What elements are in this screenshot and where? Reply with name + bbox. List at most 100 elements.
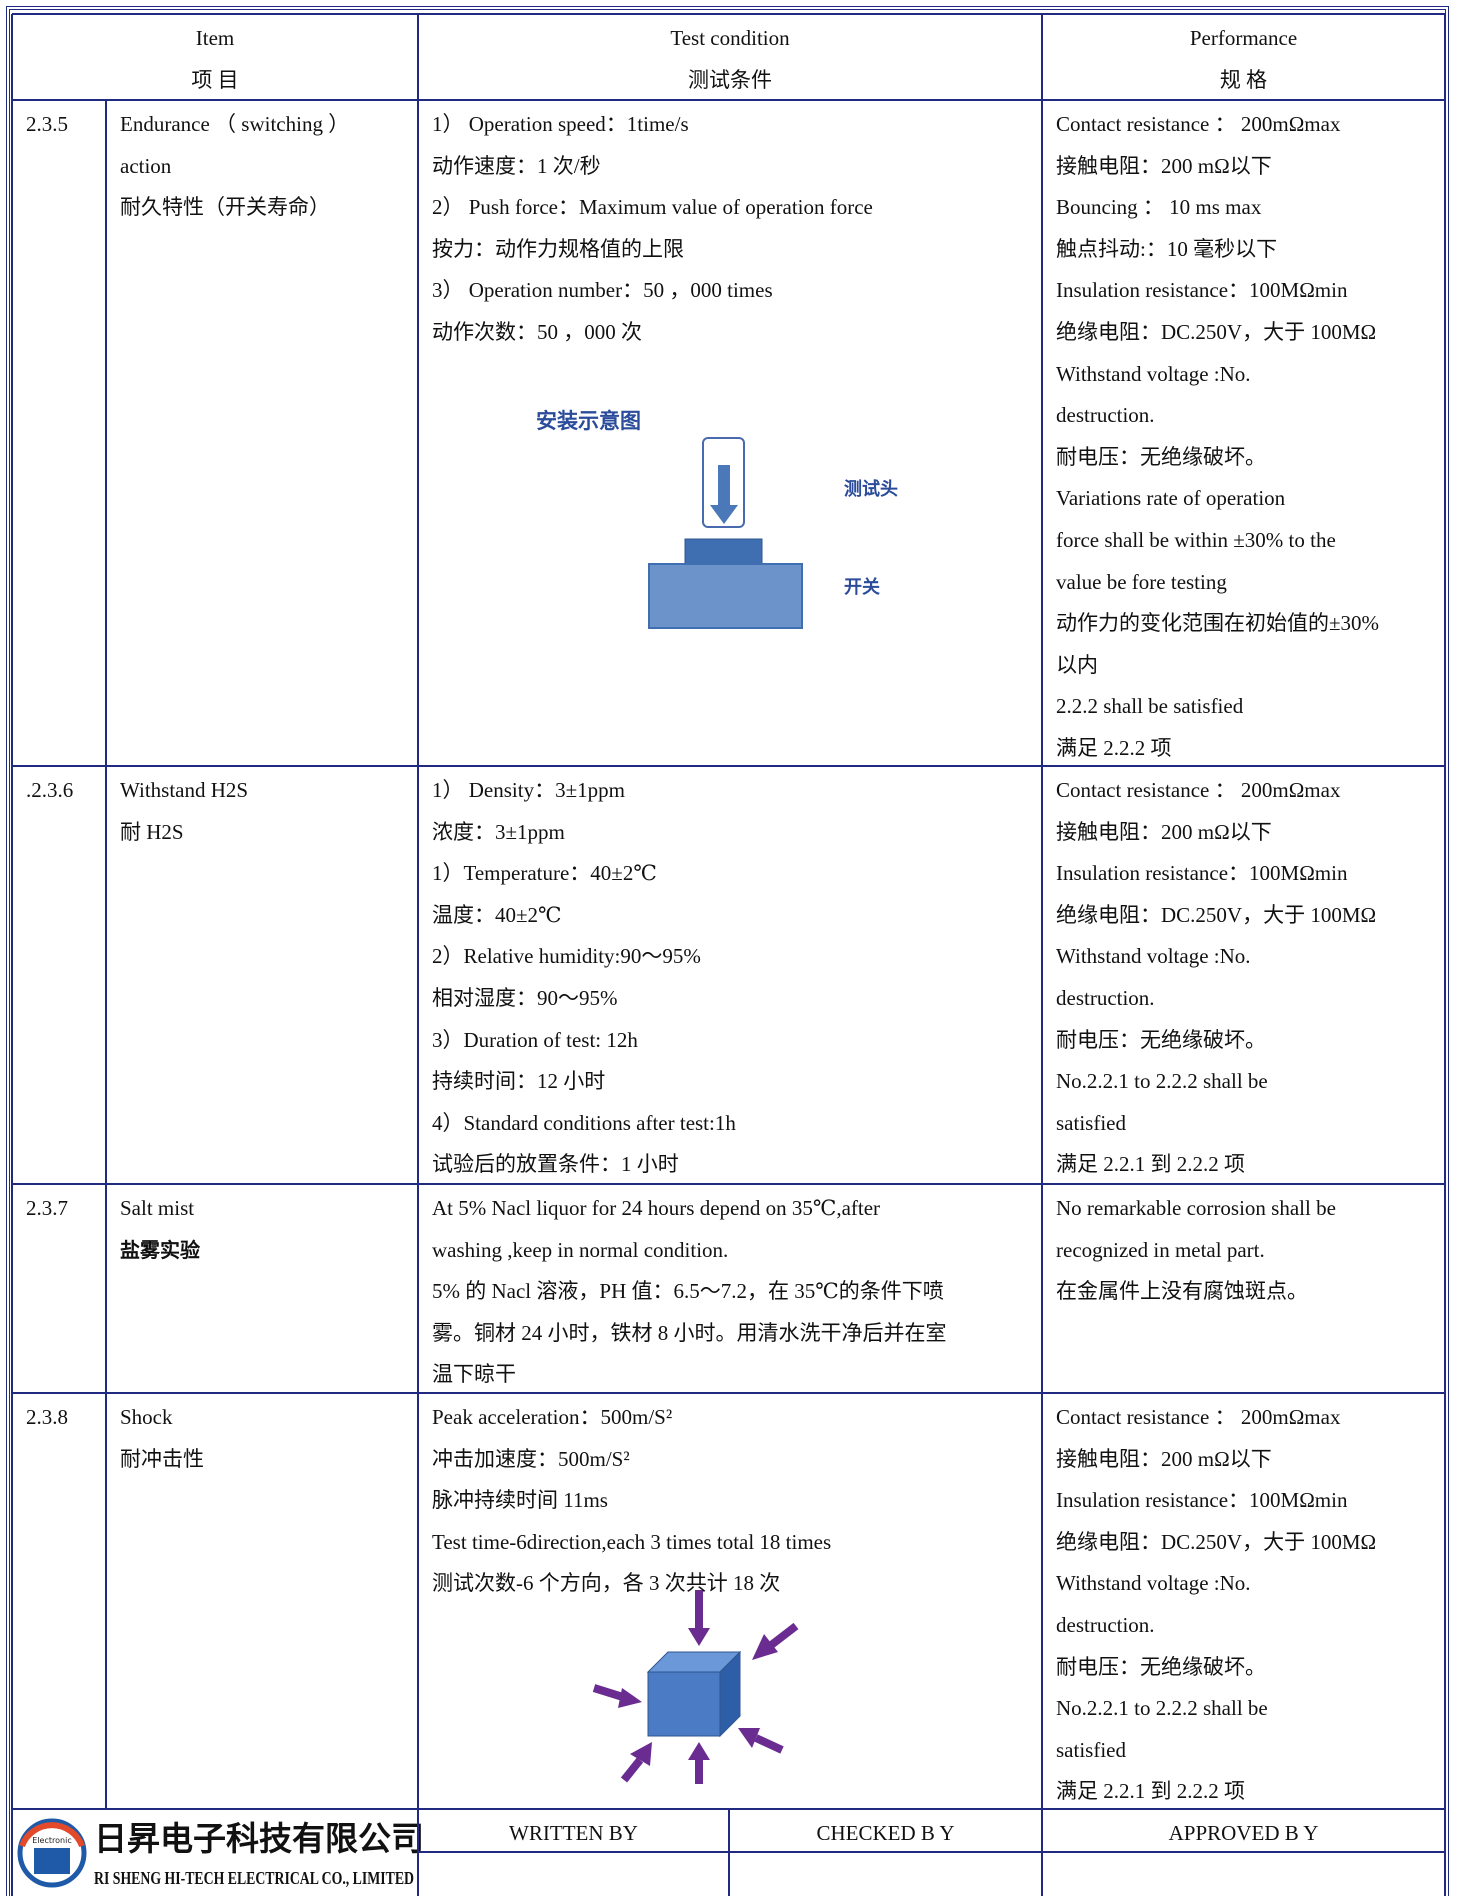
text-line: 脉冲持续时间 11ms (432, 1488, 608, 1513)
text-line: Insulation resistance：100MΩmin (1056, 278, 1348, 303)
text-line: 在金属件上没有腐蚀斑点。 (1056, 1279, 1308, 1304)
performance-cell: Contact resistance ： 200mΩmax 接触电阻：200 mΩ… (1042, 766, 1445, 1184)
text-line: Peak acceleration：500m/S² (432, 1405, 673, 1429)
diagram-title: 安装示意图 (536, 409, 641, 433)
text-line: 动作力的变化范围在初始值的±30% (1056, 611, 1380, 636)
text-line: 绝缘电阻：DC.250V，大于 100MΩ (1056, 902, 1377, 927)
text-line: 耐冲击性 (120, 1446, 204, 1471)
text-line: Contact resistance ： 200mΩmax (1056, 1405, 1341, 1429)
text-line: 盐雾实验 (120, 1237, 200, 1262)
text-line: 满足 2.2.1 到 2.2.2 项 (1056, 1152, 1245, 1177)
text-line: 雾。铜材 24 小时，铁材 8 小时。用清水洗干净后并在室 (432, 1320, 947, 1345)
rule (417, 14, 419, 1896)
text-line: Shock (120, 1405, 173, 1429)
probe-label: 测试头 (844, 478, 898, 500)
text-line: Endurance （ switching ） (120, 112, 350, 136)
text-line: No.2.2.1 to 2.2.2 shall be (1056, 1069, 1268, 1094)
text-line: 触点抖动:：10 毫秒以下 (1056, 236, 1278, 261)
text-line: 2）Relative humidity:90～95% (432, 944, 701, 969)
checked-by: CHECKED B Y (816, 1821, 955, 1845)
item-cell: Shock 耐冲击性 (106, 1393, 418, 1809)
rule (418, 1851, 1445, 1853)
text-line: destruction. (1056, 985, 1155, 1010)
switch-label: 开关 (844, 576, 880, 598)
row-number: 2.3.5 (26, 112, 68, 136)
text-line: 规 格 (1219, 67, 1268, 92)
performance-cell: Contact resistance ： 200mΩmax 接触电阻：200 mΩ… (1042, 100, 1445, 766)
company-name-en: RI SHENG HI-TECH ELECTRICAL CO., LIMITED (94, 1868, 414, 1888)
text-line: 绝缘电阻：DC.250V，大于 100MΩ (1056, 319, 1377, 344)
text-line: 浓度：3±1ppm (432, 819, 565, 844)
text-line: 耐 H2S (120, 819, 184, 844)
text-line: recognized in metal part. (1056, 1237, 1265, 1262)
logo: Electronic (17, 1818, 87, 1888)
row-number: 2.3.7 (26, 1196, 68, 1220)
text-line: 3）Duration of test: 12h (432, 1027, 638, 1052)
text-line: 3） Operation number：50 ，000 times (432, 278, 773, 303)
row-number: 2.3.8 (26, 1405, 68, 1429)
text-line: 温度：40±2℃ (432, 902, 562, 927)
text-line: Withstand voltage :No. (1056, 1571, 1251, 1596)
text-line: Contact resistance ： 200mΩmax (1056, 112, 1341, 136)
rule (728, 1809, 730, 1896)
written-by: WRITTEN BY (509, 1821, 638, 1845)
text-line: 1） Operation speed：1time/s (432, 112, 689, 136)
item-cell: Withstand H2S 耐 H2S (106, 766, 418, 1184)
text-line: Test condition (670, 26, 790, 50)
text-line: Performance (1189, 26, 1298, 50)
probe-arrow (718, 465, 730, 509)
text-line: Salt mist (120, 1196, 195, 1220)
text-line: Contact resistance ： 200mΩmax (1056, 778, 1341, 802)
switch-body (648, 563, 803, 629)
text-line: value be fore testing (1056, 569, 1227, 594)
rule (12, 13, 1445, 15)
text-line: 耐电压：无绝缘破坏。 (1056, 444, 1266, 469)
condition-cell: At 5% Nacl liquor for 24 hours depend on… (418, 1184, 1042, 1393)
performance-cell: Contact resistance ： 200mΩmax 接触电阻：200 mΩ… (1042, 1393, 1445, 1809)
company-name: 日昇电子科技有限公司 (94, 1819, 424, 1858)
approved-by: APPROVED B Y (1168, 1821, 1319, 1845)
text-line: No remarkable corrosion shall be (1056, 1196, 1336, 1220)
text-line: 冲击加速度：500m/S² (432, 1446, 630, 1471)
text-line: satisfied (1056, 1110, 1126, 1135)
text-line: 持续时间：12 小时 (432, 1069, 606, 1094)
text-line: 相对湿度：90～95% (432, 985, 618, 1010)
text-line: 测试次数-6 个方向，各 3 次共计 18 次 (432, 1571, 781, 1596)
text-line: force shall be within ±30% to the (1056, 527, 1336, 552)
text-line: 接触电阻：200 mΩ以下 (1056, 819, 1272, 844)
text-line: 满足 2.2.2 项 (1056, 735, 1172, 760)
item-cell: Salt mist 盐雾实验 (106, 1184, 418, 1393)
text-line: 试验后的放置条件：1 小时 (432, 1152, 679, 1177)
condition-cell: 1） Density：3±1ppm 浓度：3±1ppm 1）Temperature：… (418, 766, 1042, 1184)
text-line: 耐电压：无绝缘破坏。 (1056, 1027, 1266, 1052)
text-line: 接触电阻：200 mΩ以下 (1056, 153, 1272, 178)
text-line: 2.2.2 shall be satisfied (1056, 694, 1244, 719)
text-line: destruction. (1056, 403, 1155, 428)
text-line: Bouncing ： 10 ms max (1056, 195, 1262, 220)
header-cell: Test condition 测试条件 (418, 14, 1042, 100)
text-line: Withstand voltage :No. (1056, 361, 1251, 386)
item-cell: Endurance （ switching ） action 耐久特性（开关寿命） (106, 100, 418, 766)
text-line: No.2.2.1 to 2.2.2 shall be (1056, 1696, 1268, 1721)
performance-cell: No remarkable corrosion shall be recogniz… (1042, 1184, 1445, 1393)
text-line: 绝缘电阻：DC.250V，大于 100MΩ (1056, 1529, 1377, 1554)
text-line: washing ,keep in normal condition. (432, 1237, 729, 1262)
text-line: 耐电压：无绝缘破坏。 (1056, 1654, 1266, 1679)
text-line: Insulation resistance：100MΩmin (1056, 861, 1348, 886)
condition-cell: 1） Operation speed：1time/s 动作速度：1 次/秒 2） P… (418, 100, 1042, 766)
text-line: At 5% Nacl liquor for 24 hours depend on… (432, 1196, 881, 1220)
rule (105, 100, 107, 1809)
probe-arrow-head (710, 505, 738, 524)
condition-cell: Peak acceleration：500m/S² 冲击加速度：500m/S² 脉冲… (418, 1393, 1042, 1809)
rule (1444, 14, 1446, 1896)
text-line: satisfied (1056, 1737, 1126, 1762)
text-line: 动作次数：50 ，000 次 (432, 319, 642, 344)
text-line: destruction. (1056, 1612, 1155, 1637)
rule (12, 765, 1445, 767)
text-line: 4）Standard conditions after test:1h (432, 1110, 736, 1135)
text-line: 项 目 (191, 67, 239, 92)
rule (1041, 14, 1043, 1896)
frame (6, 6, 1449, 1896)
